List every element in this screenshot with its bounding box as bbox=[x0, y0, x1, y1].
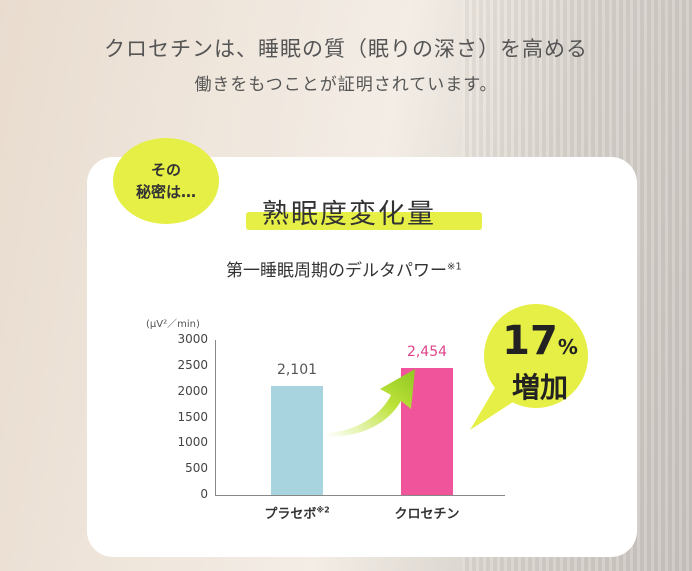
category-label: プラセボ※2 bbox=[242, 503, 352, 522]
y-tick-label: 500 bbox=[185, 461, 208, 476]
callout-sign: % bbox=[557, 335, 578, 359]
y-tick-label: 1500 bbox=[177, 409, 208, 424]
chart-title: 熟眠度変化量 bbox=[262, 199, 436, 230]
callout-word: 増加 bbox=[511, 371, 568, 404]
subtitle-note: ※1 bbox=[447, 261, 462, 273]
category-note: ※2 bbox=[316, 505, 330, 515]
y-tick-label: 2500 bbox=[177, 357, 208, 372]
y-tick-label: 3000 bbox=[177, 332, 208, 346]
y-tick-label: 1000 bbox=[177, 435, 208, 450]
bar-placebo bbox=[271, 386, 323, 495]
bar-value-label: 2,101 bbox=[276, 362, 318, 379]
badge-line-1: その bbox=[150, 161, 181, 179]
y-axis-unit: (μV²／min) bbox=[146, 319, 200, 330]
x-axis-line bbox=[215, 495, 505, 496]
headline-line-2: 働きをもつことが証明されています。 bbox=[194, 75, 498, 95]
y-tick-label: 0 bbox=[200, 487, 208, 501]
increase-arrow-icon bbox=[327, 369, 415, 437]
callout-percent: 17% bbox=[495, 318, 585, 364]
title-highlight bbox=[246, 212, 482, 230]
callout-number: 17 bbox=[502, 318, 558, 364]
bar-value-label: 2,454 bbox=[406, 344, 448, 361]
category-label: クロセチン bbox=[372, 503, 482, 522]
y-axis-line bbox=[215, 340, 216, 495]
y-tick-label: 2000 bbox=[177, 383, 208, 398]
headline-line-1: クロセチンは、睡眠の質（眠りの深さ）を高める bbox=[104, 37, 588, 61]
callout-burst bbox=[470, 304, 588, 430]
badge-line-2: 秘密は… bbox=[135, 183, 196, 201]
chart-subtitle: 第一睡眠周期のデルタパワー※1 bbox=[226, 256, 462, 281]
category-label-text: クロセチン bbox=[394, 507, 460, 522]
category-label-text: プラセボ bbox=[264, 507, 317, 522]
secret-badge: その 秘密は… bbox=[113, 138, 219, 224]
chart-subtitle-text: 第一睡眠周期のデルタパワー bbox=[226, 261, 447, 281]
